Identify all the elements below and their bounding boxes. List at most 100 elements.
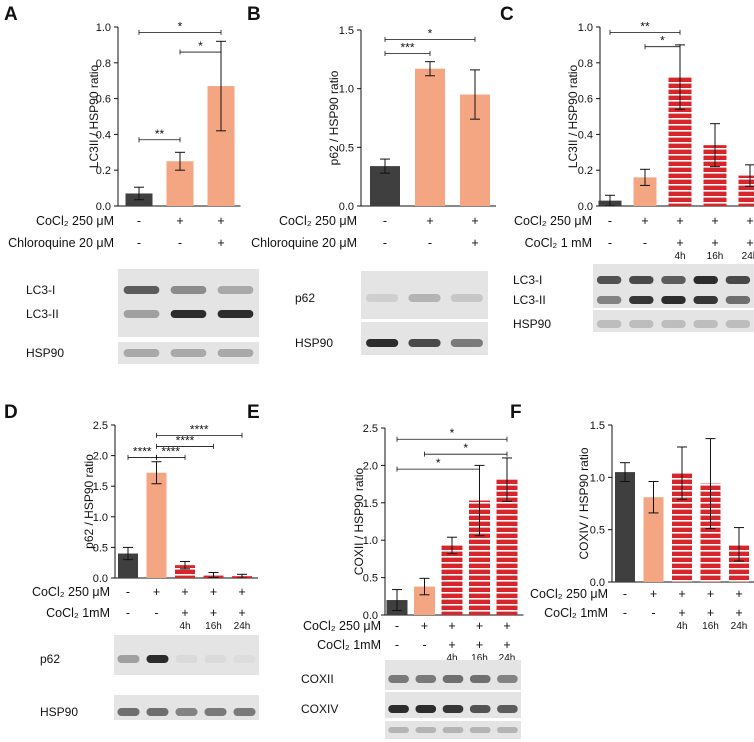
blot-band bbox=[450, 294, 483, 302]
blot-band bbox=[693, 296, 718, 304]
bar-1 bbox=[615, 472, 635, 582]
condition-mark: + bbox=[217, 236, 224, 250]
timepoint-label: 16h bbox=[471, 653, 488, 664]
condition-mark: + bbox=[678, 606, 685, 620]
blot-band bbox=[415, 675, 437, 683]
significance-label: *** bbox=[400, 40, 414, 54]
significance-label: **** bbox=[133, 444, 152, 458]
condition-label: CoCl₂ 250 μM bbox=[279, 214, 357, 228]
condition-mark: + bbox=[676, 214, 683, 228]
condition-mark: - bbox=[126, 585, 130, 599]
y-tick-label: 1.0 bbox=[96, 22, 111, 34]
y-tick-label: 1.0 bbox=[339, 84, 354, 96]
y-tick-label: 1.5 bbox=[93, 481, 108, 493]
y-tick-label: 2.5 bbox=[363, 423, 378, 435]
significance-label: **** bbox=[161, 444, 180, 458]
blot-band bbox=[388, 675, 409, 683]
blot-band bbox=[693, 320, 718, 328]
blot-band bbox=[693, 276, 718, 284]
condition-mark: - bbox=[428, 236, 432, 250]
significance-label: * bbox=[198, 39, 203, 53]
panel-letter: A bbox=[4, 4, 18, 25]
blot-band bbox=[442, 675, 464, 683]
blot-band bbox=[415, 705, 437, 713]
condition-mark: - bbox=[608, 214, 612, 228]
blot-band bbox=[469, 705, 491, 713]
condition-mark: + bbox=[181, 606, 188, 620]
bar-5 bbox=[729, 544, 749, 582]
y-tick-label: 0.0 bbox=[96, 201, 111, 213]
blot-band bbox=[204, 708, 227, 716]
condition-mark: - bbox=[395, 619, 399, 633]
y-tick-label: 0.6 bbox=[578, 94, 593, 106]
condition-mark: + bbox=[238, 606, 245, 620]
condition-label: CoCl₂ 250 μM bbox=[36, 214, 114, 228]
y-axis-label: COXIV / HSP90 ratio bbox=[577, 447, 591, 559]
blot-label: HSP90 bbox=[26, 346, 64, 360]
blot-label: HSP90 bbox=[40, 705, 78, 719]
blot-band bbox=[629, 320, 654, 328]
timepoint-label: 4h bbox=[674, 251, 685, 262]
y-tick-label: 0.5 bbox=[339, 142, 354, 154]
blot-membrane bbox=[114, 695, 259, 720]
blot-band bbox=[725, 296, 751, 304]
blot-band bbox=[117, 708, 140, 716]
condition-label: CoCl₂ 250 μM bbox=[530, 587, 608, 601]
blot-band bbox=[661, 276, 686, 284]
blot-membrane bbox=[593, 310, 754, 332]
blot-band bbox=[217, 310, 254, 318]
blot-band bbox=[497, 727, 518, 733]
y-axis-label: p62 / HSP90 ratio bbox=[327, 70, 341, 165]
y-tick-label: 0.0 bbox=[578, 201, 593, 213]
y-tick-label: 0.2 bbox=[96, 165, 111, 177]
panel-e: E 0.0 0.5 1.0 1.5 2.0 2.5 COXII / HSP90 ratio * *… bbox=[247, 402, 524, 739]
bar-5 bbox=[738, 175, 754, 206]
condition-mark: - bbox=[137, 236, 141, 250]
y-axis-label: LC3II / HSP90 ratio bbox=[87, 64, 101, 168]
bar-3 bbox=[668, 77, 692, 207]
condition-mark: + bbox=[210, 585, 217, 599]
blot-band bbox=[661, 320, 686, 328]
condition-mark: - bbox=[137, 214, 141, 228]
bar-3 bbox=[672, 473, 692, 582]
blot-label: LC3-I bbox=[513, 273, 542, 287]
y-tick-label: 1.0 bbox=[590, 472, 605, 484]
condition-mark: - bbox=[608, 236, 612, 250]
blot-band bbox=[388, 705, 409, 713]
y-tick-label: 1.5 bbox=[339, 25, 354, 37]
condition-mark: + bbox=[153, 585, 160, 599]
condition-mark: + bbox=[641, 214, 648, 228]
condition-mark: + bbox=[476, 638, 483, 652]
blot-band bbox=[217, 349, 254, 357]
blot-membrane bbox=[114, 635, 259, 675]
blot-band bbox=[366, 294, 399, 302]
western-blot: LC3-I LC3-II HSP90 bbox=[26, 269, 259, 364]
condition-mark: - bbox=[422, 638, 426, 652]
blot-band bbox=[233, 708, 256, 716]
western-blot: p62 HSP90 bbox=[40, 635, 259, 720]
bar-2 bbox=[643, 497, 664, 582]
condition-label: CoCl₂ 250 μM bbox=[32, 585, 110, 599]
bar-4 bbox=[469, 500, 490, 615]
timepoint-label: 16h bbox=[205, 621, 222, 632]
blot-band bbox=[146, 708, 169, 716]
condition-label: CoCl₂ 1 mM bbox=[525, 236, 592, 250]
blot-band bbox=[117, 655, 140, 663]
condition-mark: + bbox=[421, 619, 428, 633]
blot-band bbox=[123, 310, 160, 318]
condition-mark: - bbox=[126, 606, 130, 620]
condition-mark: - bbox=[154, 606, 158, 620]
western-blot: COXII COXIV bbox=[301, 660, 521, 739]
blot-band bbox=[170, 310, 207, 318]
blot-membrane bbox=[361, 322, 488, 355]
blot-band bbox=[366, 339, 399, 347]
condition-mark: + bbox=[711, 214, 718, 228]
condition-mark: + bbox=[650, 587, 657, 601]
blot-membrane bbox=[385, 721, 521, 739]
blot-band bbox=[146, 655, 169, 663]
blot-label: LC3-I bbox=[26, 283, 55, 297]
blot-band bbox=[725, 320, 751, 328]
condition-mark: + bbox=[503, 619, 510, 633]
y-tick-label: 0.4 bbox=[96, 129, 111, 141]
condition-mark: - bbox=[395, 638, 399, 652]
